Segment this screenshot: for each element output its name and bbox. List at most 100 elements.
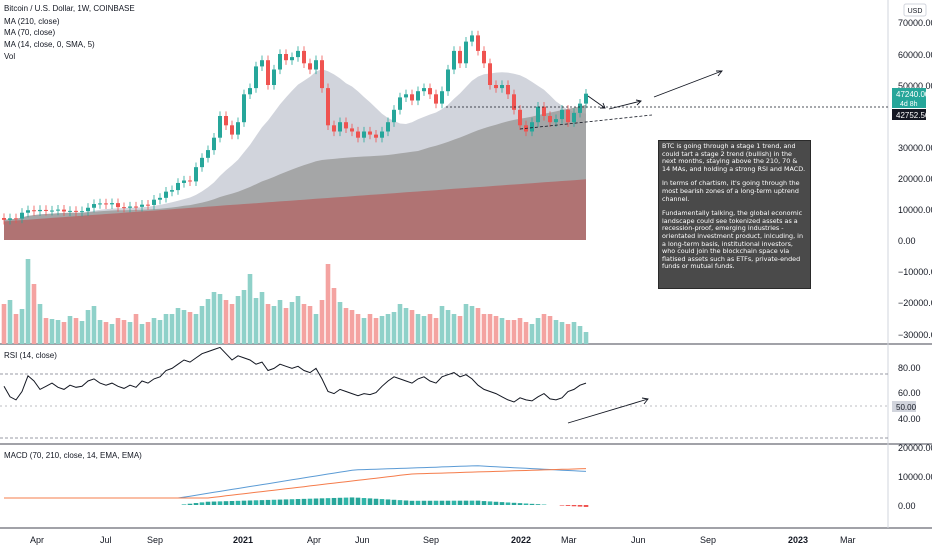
macd-bar [469,500,475,505]
volume-bar [241,290,247,344]
volume-bar [193,314,199,344]
volume-bar [469,306,475,344]
macd-bar [475,500,481,505]
candle-body [422,88,426,92]
macd-title[interactable]: MACD (70, 210, close, 14, EMA, EMA) [4,451,142,460]
candle-body [212,137,216,151]
volume-bar [445,310,451,344]
price-tick: −20000.00 [898,298,932,308]
level-price-value: 42752.56 [896,111,930,120]
candle-body [2,217,6,220]
candle-body [14,218,18,220]
arrow-up-2[interactable] [653,70,723,98]
volume-bar [151,318,157,344]
macd-bar [295,499,301,505]
rsi-line [3,346,587,403]
volume-bar [85,310,91,344]
macd-bar [523,503,529,505]
candle-body [50,210,54,212]
rsi-arrowhead [641,397,649,405]
candle-body [158,197,162,200]
price-tick: −10000.00 [898,267,932,277]
macd-bar [457,500,463,505]
candle-body [170,190,174,192]
volume-bar [133,314,139,344]
candle-body [584,93,588,104]
candle-body [20,212,24,219]
macd-tick: 10000.00 [898,472,932,482]
study-vol[interactable]: Vol [4,52,15,61]
volume-bar [319,300,325,344]
volume-bar [145,322,151,344]
volume-bar [31,284,37,344]
candle-body [482,50,486,64]
macd-tick: 0.00 [898,501,916,511]
uptrend-line[interactable] [519,114,653,130]
chart-title: Bitcoin / U.S. Dollar, 1W, COINBASE [4,4,135,13]
candle-body [344,122,348,129]
candle-body [398,97,402,110]
price-tick: 10000.00 [898,205,932,215]
candle-body [374,134,378,138]
rsi-title[interactable]: RSI (14, close) [4,351,57,360]
time-tick: Mar [561,535,577,545]
volume-bar [199,306,205,344]
study-ma14[interactable]: MA (14, close, 0, SMA, 5) [4,40,95,49]
macd-bar [373,498,379,505]
study-ma210[interactable]: MA (210, close) [4,17,60,26]
volume-bar [61,322,67,344]
macd-bar [487,501,493,505]
macd-bar [211,501,217,505]
candle-body [206,150,210,158]
candle-body [332,125,336,132]
candle-body [572,112,576,123]
macd-bar [529,503,535,505]
rsi-arrow[interactable] [567,398,649,424]
time-tick: 2022 [511,535,531,545]
candle-body [458,50,462,64]
volume-bar [217,294,223,344]
arrow-down[interactable] [587,95,606,109]
volume-bar [271,306,277,344]
study-ma70[interactable]: MA (70, close) [4,28,55,37]
candle-body [290,57,294,61]
volume-bar [391,312,397,344]
volume-bar [499,318,505,344]
candle-body [506,85,510,95]
candle-body [302,50,306,64]
macd-bar [193,503,199,505]
volume-bar [229,304,235,344]
candle-body [440,91,444,104]
volume-bar [583,332,589,344]
volume-bar [397,304,403,344]
currency-badge[interactable] [903,3,927,17]
arrow-up-1[interactable] [608,100,642,110]
price-tick: 50000.00 [898,81,932,91]
time-tick: 2023 [788,535,808,545]
analysis-note[interactable]: BTC is going through a stage 1 trend, an… [658,140,811,289]
volume-bar [559,322,565,344]
volume-bar [571,322,577,344]
volume-bar [577,326,583,344]
candle-body [500,85,504,89]
candle-body [554,119,558,123]
volume-bar [421,316,427,344]
candle-body [260,60,264,67]
volume-bar [205,299,211,344]
macd-bar [289,499,295,505]
candle-body [452,50,456,70]
candle-body [314,60,318,70]
macd-bar [451,500,457,505]
volume-bar [373,318,379,344]
candle-body [218,116,222,138]
macd-bar [367,498,373,505]
volume-bar [535,318,541,344]
time-tick: Sep [147,535,163,545]
macd-bar [223,501,229,505]
macd-bar [199,502,205,505]
projection-arrows[interactable] [567,70,723,424]
volume-bar [475,308,481,344]
volume-bar [73,318,79,344]
candle-body [356,131,360,138]
volume-bar [295,296,301,344]
